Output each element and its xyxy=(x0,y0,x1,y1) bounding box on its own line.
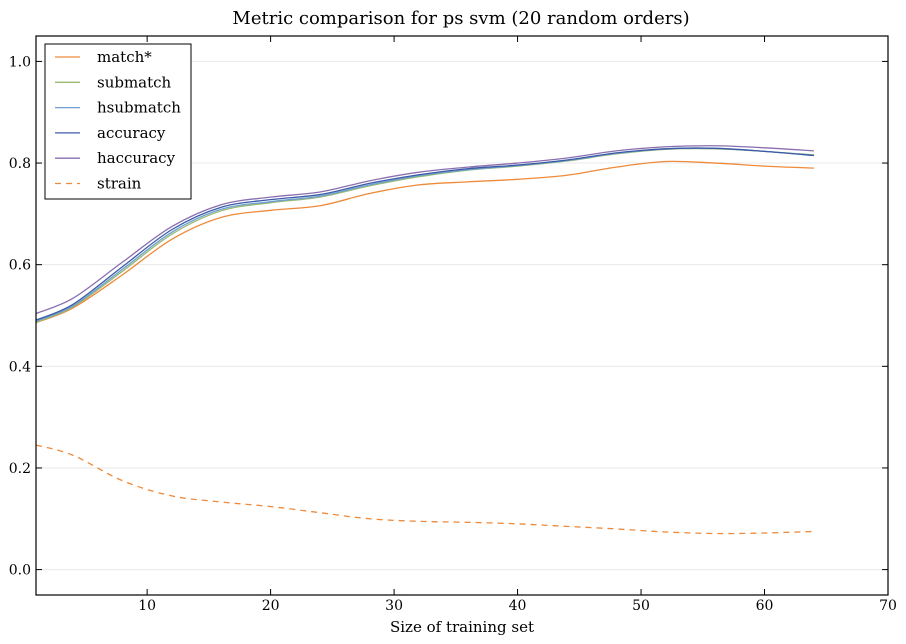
axis-ticks: 0.0 0.2 0.4 0.6 0.8 1.0 10 20 30 40 50 60 70 xyxy=(9,36,897,614)
x-tick-label: 10 xyxy=(138,598,156,614)
x-tick-label: 30 xyxy=(385,598,403,614)
y-tick-label: 0.6 xyxy=(9,258,31,274)
legend-label: accuracy xyxy=(97,124,166,142)
x-tick-label: 70 xyxy=(879,598,897,614)
legend-label: match* xyxy=(97,48,152,66)
series-line-strain xyxy=(35,444,814,535)
legend: match* submatch hsubmatch accuracy haccuracy… xyxy=(44,43,192,200)
series-line-accuracy xyxy=(35,147,814,321)
x-tick-label: 40 xyxy=(509,598,527,614)
series-line-haccuracy xyxy=(35,145,814,315)
x-axis-label: Size of training set xyxy=(390,618,534,636)
x-tick-label: 60 xyxy=(756,598,774,614)
legend-label: strain xyxy=(97,175,142,193)
legend-box xyxy=(44,43,192,200)
y-tick-label: 1.0 xyxy=(9,54,31,70)
y-tick-label: 0.8 xyxy=(9,156,31,172)
chart-title: Metric comparison for ps svm (20 random … xyxy=(232,8,689,29)
y-tick-label: 0.2 xyxy=(9,461,31,477)
x-tick-label: 50 xyxy=(632,598,650,614)
legend-label: haccuracy xyxy=(97,149,176,167)
series-lines xyxy=(35,145,814,535)
plot-frame xyxy=(35,35,889,596)
legend-label: submatch xyxy=(97,73,172,91)
y-tick-label: 0.4 xyxy=(9,359,31,375)
series-line-match xyxy=(35,160,814,324)
legend-label: hsubmatch xyxy=(97,99,181,117)
y-tick-label: 0.0 xyxy=(9,563,31,579)
x-tick-label: 20 xyxy=(262,598,280,614)
